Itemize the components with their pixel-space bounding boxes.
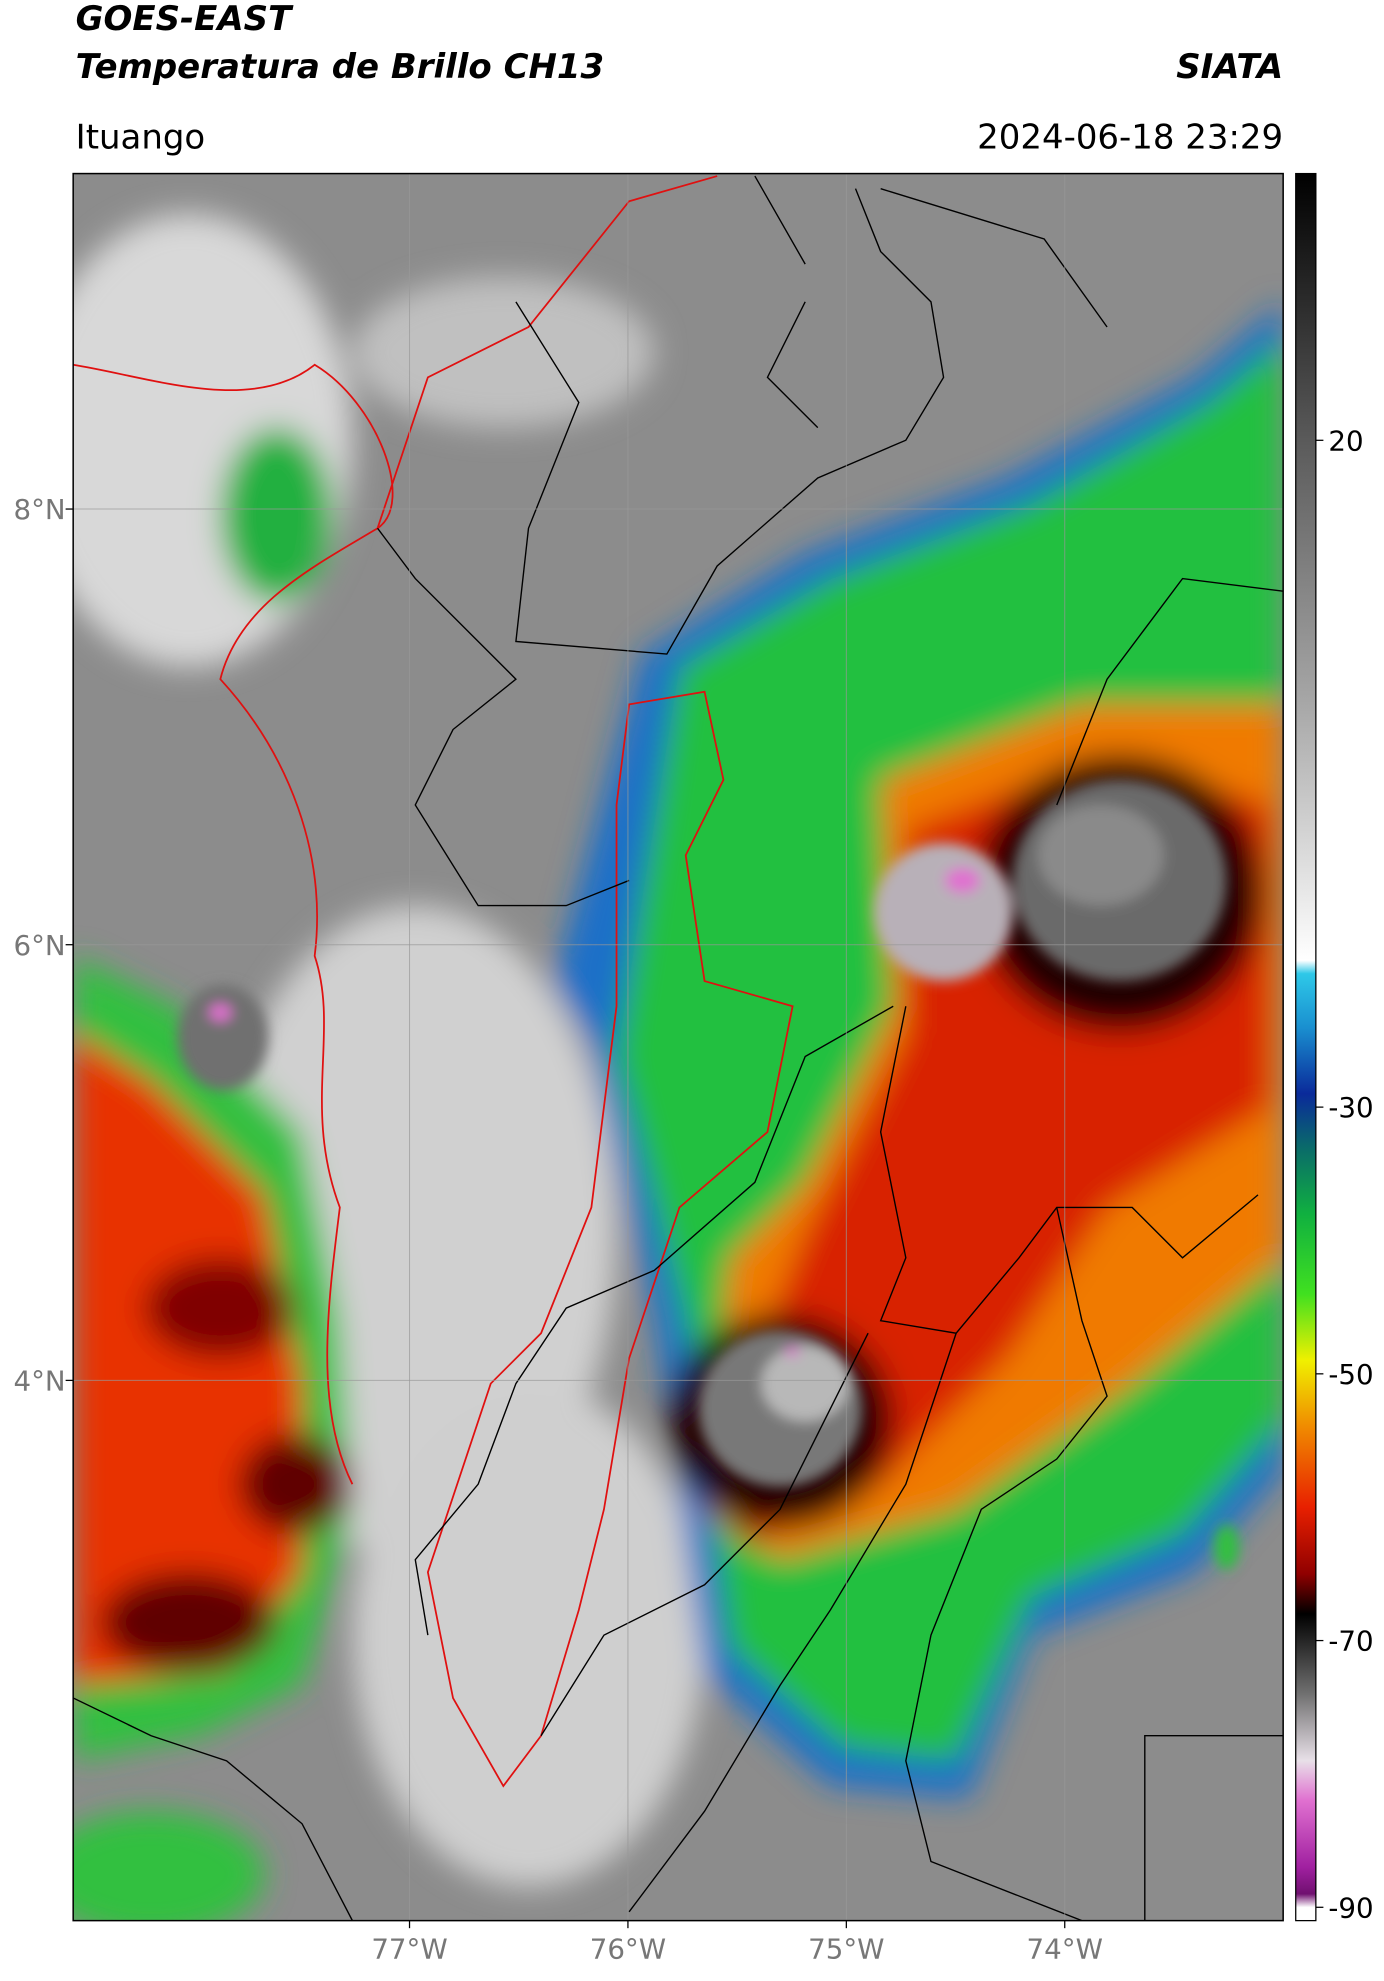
y-tick-label: 4°N bbox=[14, 1364, 66, 1397]
y-tick-label: 8°N bbox=[14, 493, 66, 526]
colorbar-tick-label: -50 bbox=[1328, 1358, 1373, 1391]
x-tick-label: 76°W bbox=[590, 1932, 666, 1965]
agency: SIATA bbox=[1176, 47, 1283, 87]
title: GOES-EAST bbox=[76, 0, 294, 39]
grid bbox=[73, 173, 1284, 1921]
colorbar-tick-label: -70 bbox=[1328, 1625, 1373, 1658]
colorbar-tick-label: 20 bbox=[1328, 424, 1363, 457]
colorbar bbox=[1295, 172, 1317, 1922]
colorbar-tick-label: -90 bbox=[1328, 1891, 1373, 1924]
imagery bbox=[73, 173, 1284, 1921]
map-frame bbox=[72, 172, 1284, 1922]
datetime: 2024-06-18 23:29 bbox=[977, 117, 1283, 157]
subtitle: Temperatura de Brillo CH13 bbox=[76, 47, 604, 87]
x-tick-label: 74°W bbox=[1027, 1932, 1103, 1965]
y-tick-label: 6°N bbox=[14, 929, 66, 962]
location: Ituango bbox=[76, 117, 206, 157]
x-tick-label: 75°W bbox=[808, 1932, 884, 1965]
colorbar-tick-label: -30 bbox=[1328, 1091, 1373, 1124]
x-tick-label: 77°W bbox=[371, 1932, 447, 1965]
